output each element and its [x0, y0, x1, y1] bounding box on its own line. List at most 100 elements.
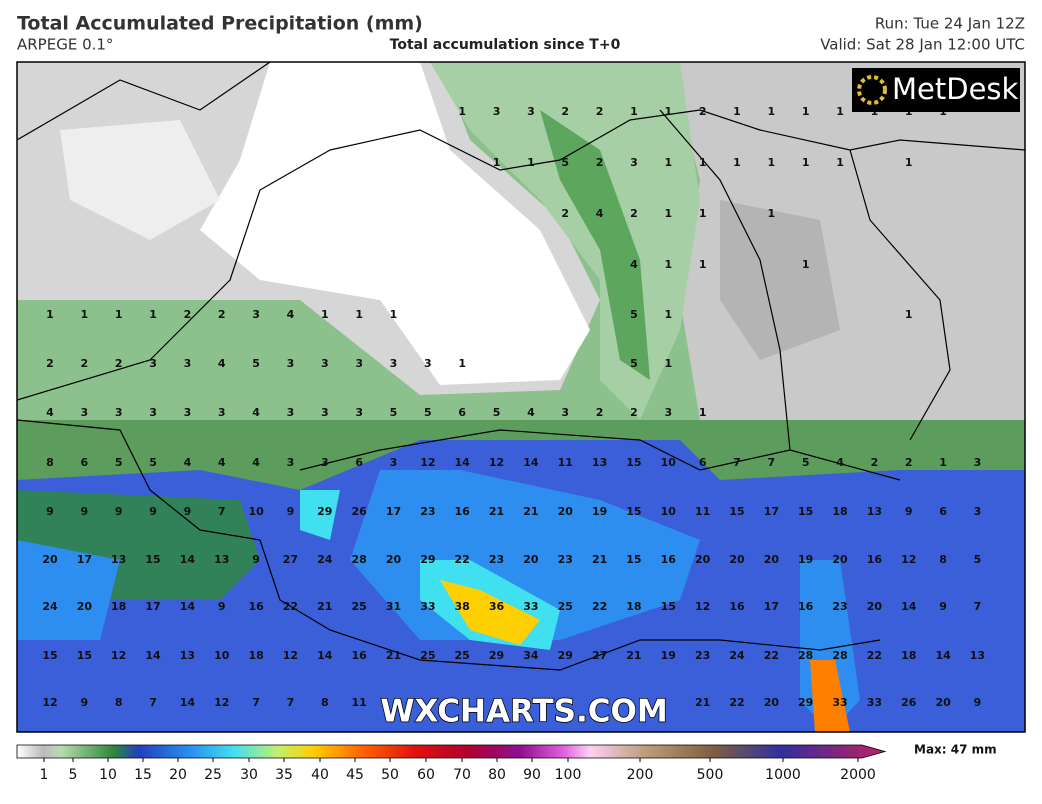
- grid-value: 1: [664, 308, 672, 321]
- grid-value: 1: [664, 105, 672, 118]
- grid-value: 24: [42, 600, 58, 613]
- grid-value: 1: [664, 207, 672, 220]
- grid-value: 3: [184, 406, 192, 419]
- grid-value: 7: [974, 600, 982, 613]
- grid-value: 14: [455, 456, 471, 469]
- grid-value: 15: [626, 553, 641, 566]
- grid-value: 6: [458, 406, 466, 419]
- grid-value: 4: [287, 308, 295, 321]
- grid-value: 4: [527, 406, 535, 419]
- grid-value: 21: [695, 696, 710, 709]
- grid-value: 1: [733, 105, 741, 118]
- grid-value: 2: [905, 456, 913, 469]
- grid-value: 14: [935, 649, 951, 662]
- grid-value: 33: [420, 600, 435, 613]
- grid-value: 23: [420, 505, 435, 518]
- grid-value: 20: [77, 600, 93, 613]
- grid-value: 33: [832, 696, 847, 709]
- grid-value: 3: [355, 406, 363, 419]
- logo-icon: [857, 75, 887, 105]
- grid-value: 9: [939, 600, 947, 613]
- map-frame: [16, 61, 1026, 733]
- grid-value: 28: [798, 649, 813, 662]
- grid-value: 17: [764, 600, 779, 613]
- grid-value: 3: [424, 357, 432, 370]
- grid-value: 1: [149, 308, 157, 321]
- grid-value: 12: [214, 696, 229, 709]
- grid-value: 9: [218, 600, 226, 613]
- grid-value: 18: [832, 505, 847, 518]
- grid-value: 4: [218, 357, 226, 370]
- grid-value: 2: [561, 105, 569, 118]
- grid-value: 2: [81, 357, 89, 370]
- grid-value: 1: [390, 308, 398, 321]
- grid-value: 2: [699, 105, 707, 118]
- grid-value: 17: [764, 505, 779, 518]
- colorbar-tick-label: 70: [453, 767, 471, 783]
- grid-value: 29: [489, 649, 504, 662]
- grid-value: 5: [115, 456, 123, 469]
- grid-value: 20: [386, 553, 402, 566]
- grid-value: 3: [149, 357, 157, 370]
- grid-value: 25: [351, 600, 366, 613]
- grid-value: 4: [252, 456, 260, 469]
- grid-value: 9: [81, 505, 89, 518]
- grid-value: 9: [149, 505, 157, 518]
- map-background: [17, 62, 1025, 732]
- grid-value: 7: [149, 696, 157, 709]
- grid-value: 15: [626, 505, 641, 518]
- grid-value: 1: [493, 156, 501, 169]
- title: Total Accumulated Precipitation (mm): [17, 13, 423, 35]
- grid-value: 8: [115, 696, 123, 709]
- colorbar-tick-label: 2000: [840, 767, 876, 783]
- grid-value: 23: [558, 553, 573, 566]
- run-time: Run: Tue 24 Jan 12Z: [875, 15, 1025, 33]
- grid-value: 14: [180, 553, 196, 566]
- grid-value: 5: [974, 553, 982, 566]
- grid-value: 21: [523, 505, 538, 518]
- grid-value: 21: [317, 600, 332, 613]
- grid-value: 1: [733, 156, 741, 169]
- grid-value: 9: [115, 505, 123, 518]
- grid-value: 3: [390, 357, 398, 370]
- grid-value: 1: [836, 156, 844, 169]
- grid-value: 16: [729, 600, 745, 613]
- grid-value: 22: [867, 649, 882, 662]
- grid-value: 1: [905, 308, 913, 321]
- grid-value: 14: [523, 456, 539, 469]
- grid-value: 3: [149, 406, 157, 419]
- grid-value: 10: [214, 649, 230, 662]
- grid-value: 3: [287, 406, 295, 419]
- grid-value: 12: [42, 696, 57, 709]
- grid-value: 1: [81, 308, 89, 321]
- model: ARPEGE 0.1°: [17, 36, 113, 54]
- grid-value: 9: [974, 696, 982, 709]
- grid-value: 3: [974, 505, 982, 518]
- grid-value: 5: [561, 156, 569, 169]
- grid-value: 8: [321, 696, 329, 709]
- colorbar-tick-label: 35: [275, 767, 293, 783]
- colorbar-tick-label: 5: [69, 767, 78, 783]
- grid-value: 24: [317, 553, 333, 566]
- grid-value: 3: [184, 357, 192, 370]
- grid-value: 4: [630, 258, 638, 271]
- grid-value: 2: [115, 357, 123, 370]
- grid-value: 27: [592, 649, 607, 662]
- grid-value: 16: [248, 600, 264, 613]
- grid-value: 1: [355, 308, 363, 321]
- grid-value: 3: [218, 406, 226, 419]
- grid-value: 12: [901, 553, 916, 566]
- grid-value: 19: [661, 649, 676, 662]
- grid-value: 1: [768, 207, 776, 220]
- grid-value: 1: [802, 258, 810, 271]
- grid-value: 38: [455, 600, 470, 613]
- grid-value: 22: [729, 696, 744, 709]
- grid-value: 12: [420, 456, 435, 469]
- grid-value: 3: [664, 406, 672, 419]
- grid-value: 11: [695, 505, 710, 518]
- grid-value: 2: [218, 308, 226, 321]
- grid-value: 7: [733, 456, 741, 469]
- grid-value: 9: [184, 505, 192, 518]
- grid-value: 21: [592, 553, 607, 566]
- grid-value: 3: [561, 406, 569, 419]
